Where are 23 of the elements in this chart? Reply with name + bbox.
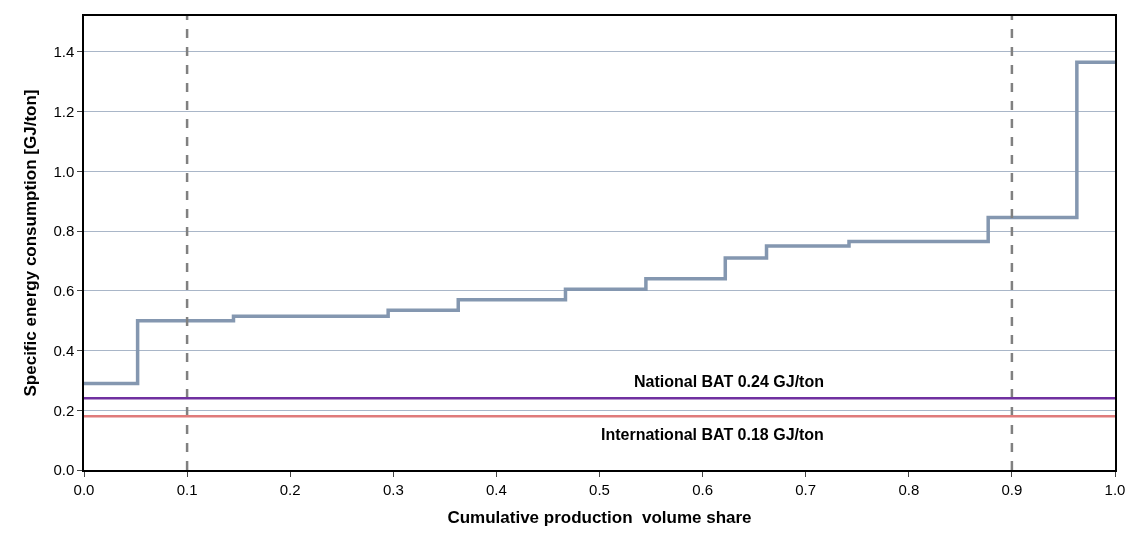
x-tick-label: 0.4 — [485, 480, 507, 498]
x-tick-label: 0.7 — [795, 480, 817, 498]
x-tick-label: 0.0 — [73, 480, 95, 498]
ref-line-label: International BAT 0.18 GJ/ton — [601, 426, 824, 443]
ref-line-label: National BAT 0.24 GJ/ton — [634, 373, 824, 390]
x-tick-label: 0.9 — [1001, 480, 1023, 498]
x-tick-label: 0.2 — [279, 480, 301, 498]
x-tick-label: 0.8 — [898, 480, 920, 498]
y-tick-label: 0.0 — [53, 461, 75, 479]
x-tick-label: 0.3 — [382, 480, 404, 498]
y-tick-label: 1.0 — [53, 162, 75, 180]
x-tick-label: 0.1 — [176, 480, 198, 498]
y-tick-label: 0.8 — [53, 222, 75, 240]
y-tick-label: 1.2 — [53, 102, 75, 120]
y-tick-label: 0.6 — [53, 282, 75, 300]
y-tick-label: 0.4 — [53, 341, 75, 359]
x-tick-label: 0.6 — [692, 480, 714, 498]
y-tick-label: 0.2 — [53, 401, 75, 419]
x-axis-title: Cumulative production volume share — [447, 507, 752, 527]
y-axis-title: Specific energy consumption [GJ/ton] — [21, 89, 41, 397]
x-tick-label: 0.5 — [589, 480, 610, 498]
y-tick-label: 1.4 — [53, 43, 75, 61]
x-tick-label: 1.0 — [1104, 480, 1126, 498]
